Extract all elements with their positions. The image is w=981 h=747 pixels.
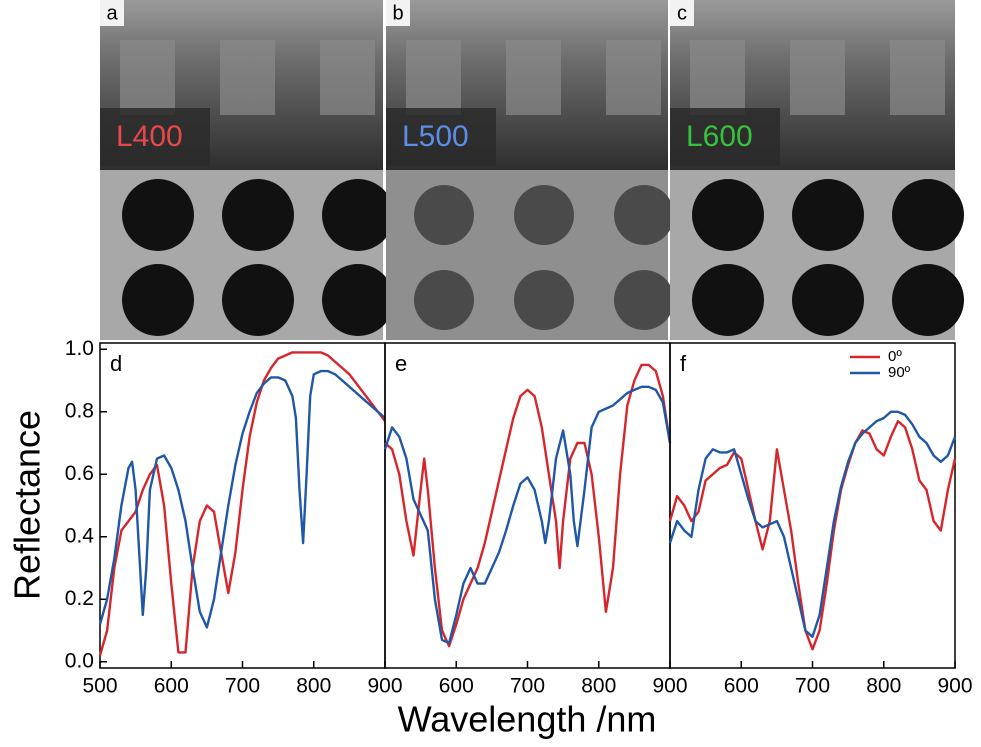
y-tick-label: 0.0 xyxy=(65,649,94,672)
panel-label: b xyxy=(392,2,403,24)
label-box xyxy=(386,0,410,26)
sample-box xyxy=(670,108,780,166)
pillar xyxy=(406,40,461,115)
x-tick-label: 800 xyxy=(866,675,901,698)
x-tick-label: 600 xyxy=(154,675,189,698)
pillar xyxy=(320,40,375,115)
sample-label: L400 xyxy=(116,120,183,153)
panel-label: e xyxy=(395,351,407,376)
hole xyxy=(414,270,474,330)
hole xyxy=(322,264,394,336)
hole xyxy=(222,264,294,336)
panel-label: c xyxy=(677,2,687,24)
x-tick-label: 800 xyxy=(296,675,331,698)
x-axis-title: Wavelength /nm xyxy=(398,699,657,740)
y-tick-label: 0.6 xyxy=(65,462,94,485)
legend-label: 90º xyxy=(888,364,911,381)
legend-label: 0º xyxy=(888,348,902,365)
sample-label: L600 xyxy=(686,120,753,153)
hole xyxy=(892,179,964,251)
hole xyxy=(614,185,674,245)
sem-images: a L400 b L500 c L600 xyxy=(100,0,964,340)
hole xyxy=(122,179,194,251)
hole xyxy=(122,264,194,336)
label-box xyxy=(100,0,124,26)
hole xyxy=(322,179,394,251)
panel-label: f xyxy=(680,351,687,376)
hole xyxy=(692,179,764,251)
x-tick-label: 700 xyxy=(510,675,545,698)
y-tick-label: 1.0 xyxy=(65,337,94,360)
label-box xyxy=(670,0,694,26)
series-line xyxy=(668,419,957,651)
x-tick-label: 900 xyxy=(652,675,687,698)
hole xyxy=(514,185,574,245)
sample-box xyxy=(386,108,496,166)
y-tick-label: 0.8 xyxy=(65,399,94,422)
pillar xyxy=(790,40,845,115)
panel-label: a xyxy=(106,2,118,24)
series-line xyxy=(98,351,386,656)
x-tick-label: 900 xyxy=(937,675,972,698)
pillar xyxy=(220,40,275,115)
hole xyxy=(792,264,864,336)
x-tick-label: 600 xyxy=(724,675,759,698)
hole xyxy=(614,270,674,330)
hole xyxy=(514,270,574,330)
x-tick-label: 700 xyxy=(225,675,260,698)
series-line xyxy=(98,369,386,629)
series-line xyxy=(668,410,957,638)
hole xyxy=(692,264,764,336)
sample-box xyxy=(100,108,210,166)
plot-frame xyxy=(669,342,956,669)
hole xyxy=(222,179,294,251)
x-tick-label: 800 xyxy=(581,675,616,698)
series-line xyxy=(383,385,672,645)
panel-label: d xyxy=(110,351,122,376)
x-tick-label: 900 xyxy=(367,675,402,698)
x-tick-label: 600 xyxy=(439,675,474,698)
series-line xyxy=(384,363,672,648)
hole xyxy=(414,185,474,245)
x-tick-label: 500 xyxy=(82,675,117,698)
pillar xyxy=(506,40,561,115)
pillar xyxy=(890,40,945,115)
hole xyxy=(792,179,864,251)
x-tick-label: 700 xyxy=(795,675,830,698)
pillar xyxy=(120,40,175,115)
hole xyxy=(892,264,964,336)
y-tick-label: 0.2 xyxy=(65,587,94,610)
sample-label: L500 xyxy=(402,120,469,153)
pillar xyxy=(606,40,661,115)
plot-frame xyxy=(99,342,386,669)
pillar xyxy=(690,40,745,115)
y-tick-label: 0.4 xyxy=(65,524,95,547)
y-axis-title: Reflectance xyxy=(7,410,48,600)
